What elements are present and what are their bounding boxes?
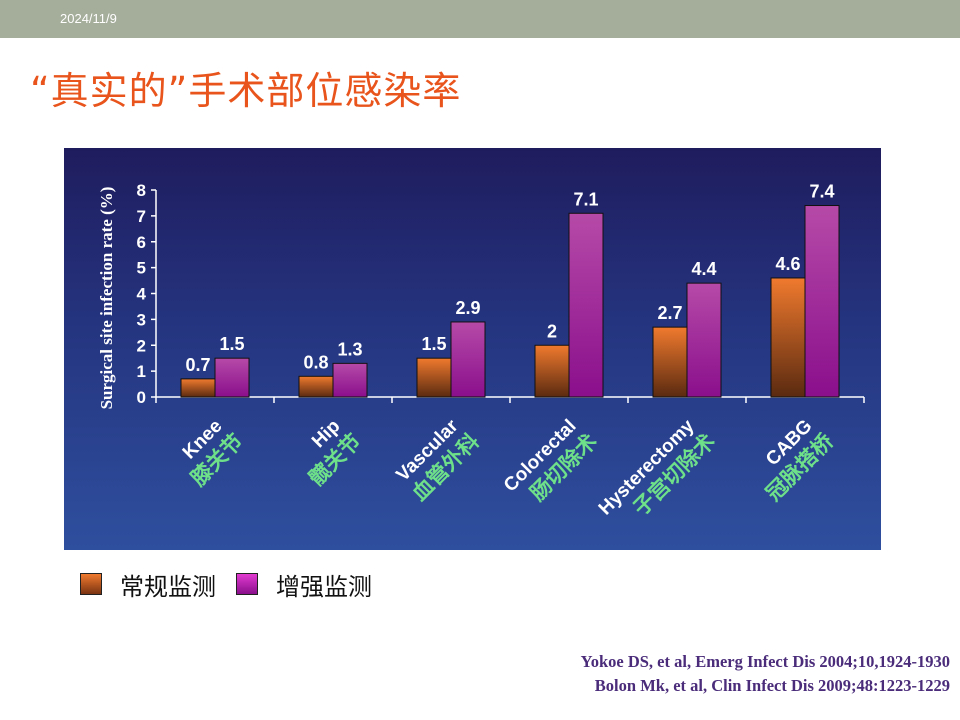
bar-routine [652,326,688,398]
bar-enhanced [804,205,840,398]
legend-swatch-routine [80,573,102,595]
chart-legend: 常规监测 增强监测 [80,566,392,602]
chart-panel: Surgical site infection rate (%) 0 1 2 3 4 5 6… [64,148,881,550]
data-label-routine: 0.8 [303,352,328,372]
legend-label-routine: 常规监测 [120,572,216,601]
data-label-enhanced: 7.1 [573,189,598,209]
legend-item-routine: 常规监测 [80,567,216,602]
bar-enhanced [686,282,722,398]
legend-swatch-enhanced [236,573,258,595]
y-tick-label: 3 [137,310,146,329]
bar-routine [180,378,216,398]
slide-date: 2024/11/9 [60,11,117,26]
bar-chart: Surgical site infection rate (%) 0 1 2 3 4 5 6… [97,181,865,520]
y-tick-label: 0 [137,388,146,407]
reference-2: Bolon Mk, et al, Clin Infect Dis 2009;48… [594,676,950,695]
bar-routine [298,375,334,398]
bar-routine [534,344,570,398]
data-label-enhanced: 1.3 [337,339,362,359]
data-label-routine: 0.7 [185,355,210,375]
references: Yokoe DS, et al, Emerg Infect Dis 2004;1… [581,650,950,698]
y-tick-label: 5 [137,259,146,278]
data-label-routine: 2.7 [657,303,682,323]
y-tick-label: 7 [137,207,146,226]
y-tick-label: 6 [137,233,146,252]
data-label-enhanced: 7.4 [809,182,834,202]
bar-enhanced [332,362,368,398]
reference-1: Yokoe DS, et al, Emerg Infect Dis 2004;1… [580,652,950,671]
y-tick-label: 8 [137,181,146,200]
bar-routine [416,357,452,398]
data-label-routine: 4.6 [775,254,800,274]
legend-item-enhanced: 增强监测 [236,567,372,602]
y-tick-label: 2 [137,336,146,355]
bar-enhanced [450,321,486,398]
data-label-enhanced: 4.4 [691,259,716,279]
y-axis-label: Surgical site infection rate (%) [97,187,116,410]
legend-label-enhanced: 增强监测 [276,572,372,601]
bar-enhanced [568,212,604,398]
data-label-enhanced: 2.9 [455,298,480,318]
data-label-routine: 1.5 [421,334,446,354]
bar-enhanced [214,357,250,398]
y-tick-label: 4 [137,285,147,304]
data-label-enhanced: 1.5 [219,334,244,354]
data-label-routine: 2 [547,321,557,341]
bar-routine [770,277,806,398]
header-bar: 2024/11/9 [0,0,960,38]
y-tick-label: 1 [137,362,146,381]
slide-title: “真实的”手术部位感染率 [30,69,462,113]
